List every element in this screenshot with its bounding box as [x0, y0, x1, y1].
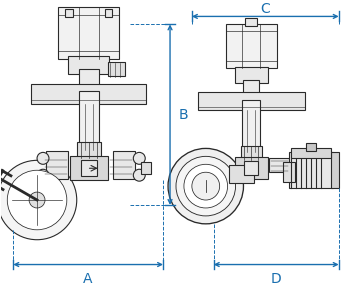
Bar — [46, 151, 68, 179]
Circle shape — [192, 172, 220, 200]
Circle shape — [184, 164, 228, 208]
Bar — [65, 9, 73, 17]
Circle shape — [37, 169, 49, 181]
Bar — [331, 153, 339, 188]
Circle shape — [176, 156, 236, 216]
Bar — [234, 157, 268, 179]
Circle shape — [133, 169, 145, 181]
Bar — [243, 100, 260, 153]
Bar — [283, 162, 295, 182]
Bar — [226, 24, 277, 68]
Text: A: A — [83, 272, 92, 286]
Bar — [58, 7, 119, 59]
Bar — [234, 67, 268, 83]
Bar — [79, 91, 99, 150]
Bar — [291, 148, 331, 158]
Circle shape — [7, 170, 67, 230]
Bar — [79, 69, 99, 85]
Bar — [31, 84, 146, 104]
Bar — [289, 153, 333, 188]
Bar — [113, 151, 135, 179]
Bar — [198, 92, 305, 110]
Circle shape — [133, 153, 145, 164]
Bar — [269, 158, 289, 172]
Bar — [245, 18, 257, 26]
Text: B: B — [178, 108, 188, 122]
Bar — [105, 9, 112, 17]
Bar — [141, 162, 151, 174]
Bar — [68, 56, 110, 74]
Circle shape — [37, 153, 49, 164]
Text: C: C — [260, 2, 270, 17]
Bar — [77, 142, 100, 158]
Bar — [240, 146, 262, 160]
Bar — [306, 143, 316, 151]
Text: D: D — [271, 272, 282, 286]
Bar — [70, 156, 107, 180]
Circle shape — [29, 192, 45, 208]
Bar — [107, 62, 125, 76]
Bar — [81, 160, 97, 176]
Bar — [244, 80, 259, 94]
Bar — [229, 165, 254, 183]
Circle shape — [0, 160, 77, 240]
Circle shape — [168, 148, 244, 224]
Bar — [244, 161, 258, 175]
